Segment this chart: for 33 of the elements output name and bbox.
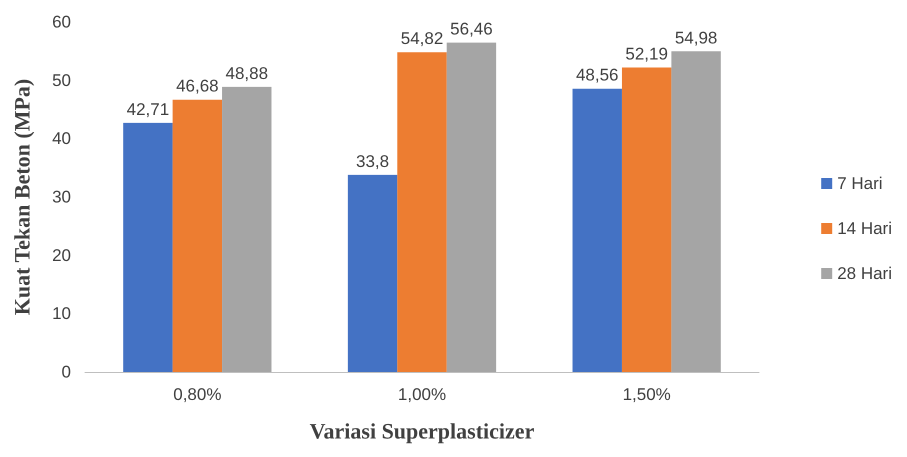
x-axis-title: Variasi Superplasticizer — [310, 418, 535, 444]
x-tick-label: 0,80% — [173, 385, 222, 404]
bar — [172, 100, 222, 372]
y-tick-label: 30 — [52, 188, 71, 206]
bar — [446, 42, 496, 372]
y-tick-label: 10 — [52, 304, 71, 324]
y-axis-title: Kuat Tekan Beton (MPa) — [10, 78, 34, 316]
legend-label: 28 Hari — [837, 264, 892, 283]
bar — [397, 52, 447, 372]
y-tick-label: 50 — [52, 70, 71, 90]
bar — [622, 68, 672, 372]
x-tick-label: 1,00% — [398, 385, 446, 404]
data-label: 46,68 — [176, 76, 219, 96]
bar — [572, 88, 622, 372]
data-label: 52,19 — [625, 44, 668, 64]
bar — [671, 51, 721, 372]
data-label: 54,82 — [400, 29, 444, 48]
legend-label: 7 Hari — [837, 174, 883, 193]
bar — [348, 174, 398, 372]
data-label: 48,56 — [576, 66, 619, 85]
y-tick-label: 20 — [52, 246, 71, 265]
data-label: 56,46 — [450, 20, 493, 39]
y-tick-label: 60 — [52, 12, 71, 32]
y-tick-label: 0 — [62, 362, 71, 382]
bar — [123, 122, 173, 372]
x-tick-label: 1,50% — [622, 385, 671, 404]
data-label: 48,88 — [225, 64, 268, 83]
data-label: 42,71 — [126, 100, 170, 119]
data-label: 54,98 — [674, 28, 718, 48]
bar — [222, 86, 272, 372]
legend-label: 14 Hari — [837, 219, 892, 238]
y-tick-label: 40 — [52, 129, 71, 148]
data-label: 33,8 — [356, 152, 390, 171]
